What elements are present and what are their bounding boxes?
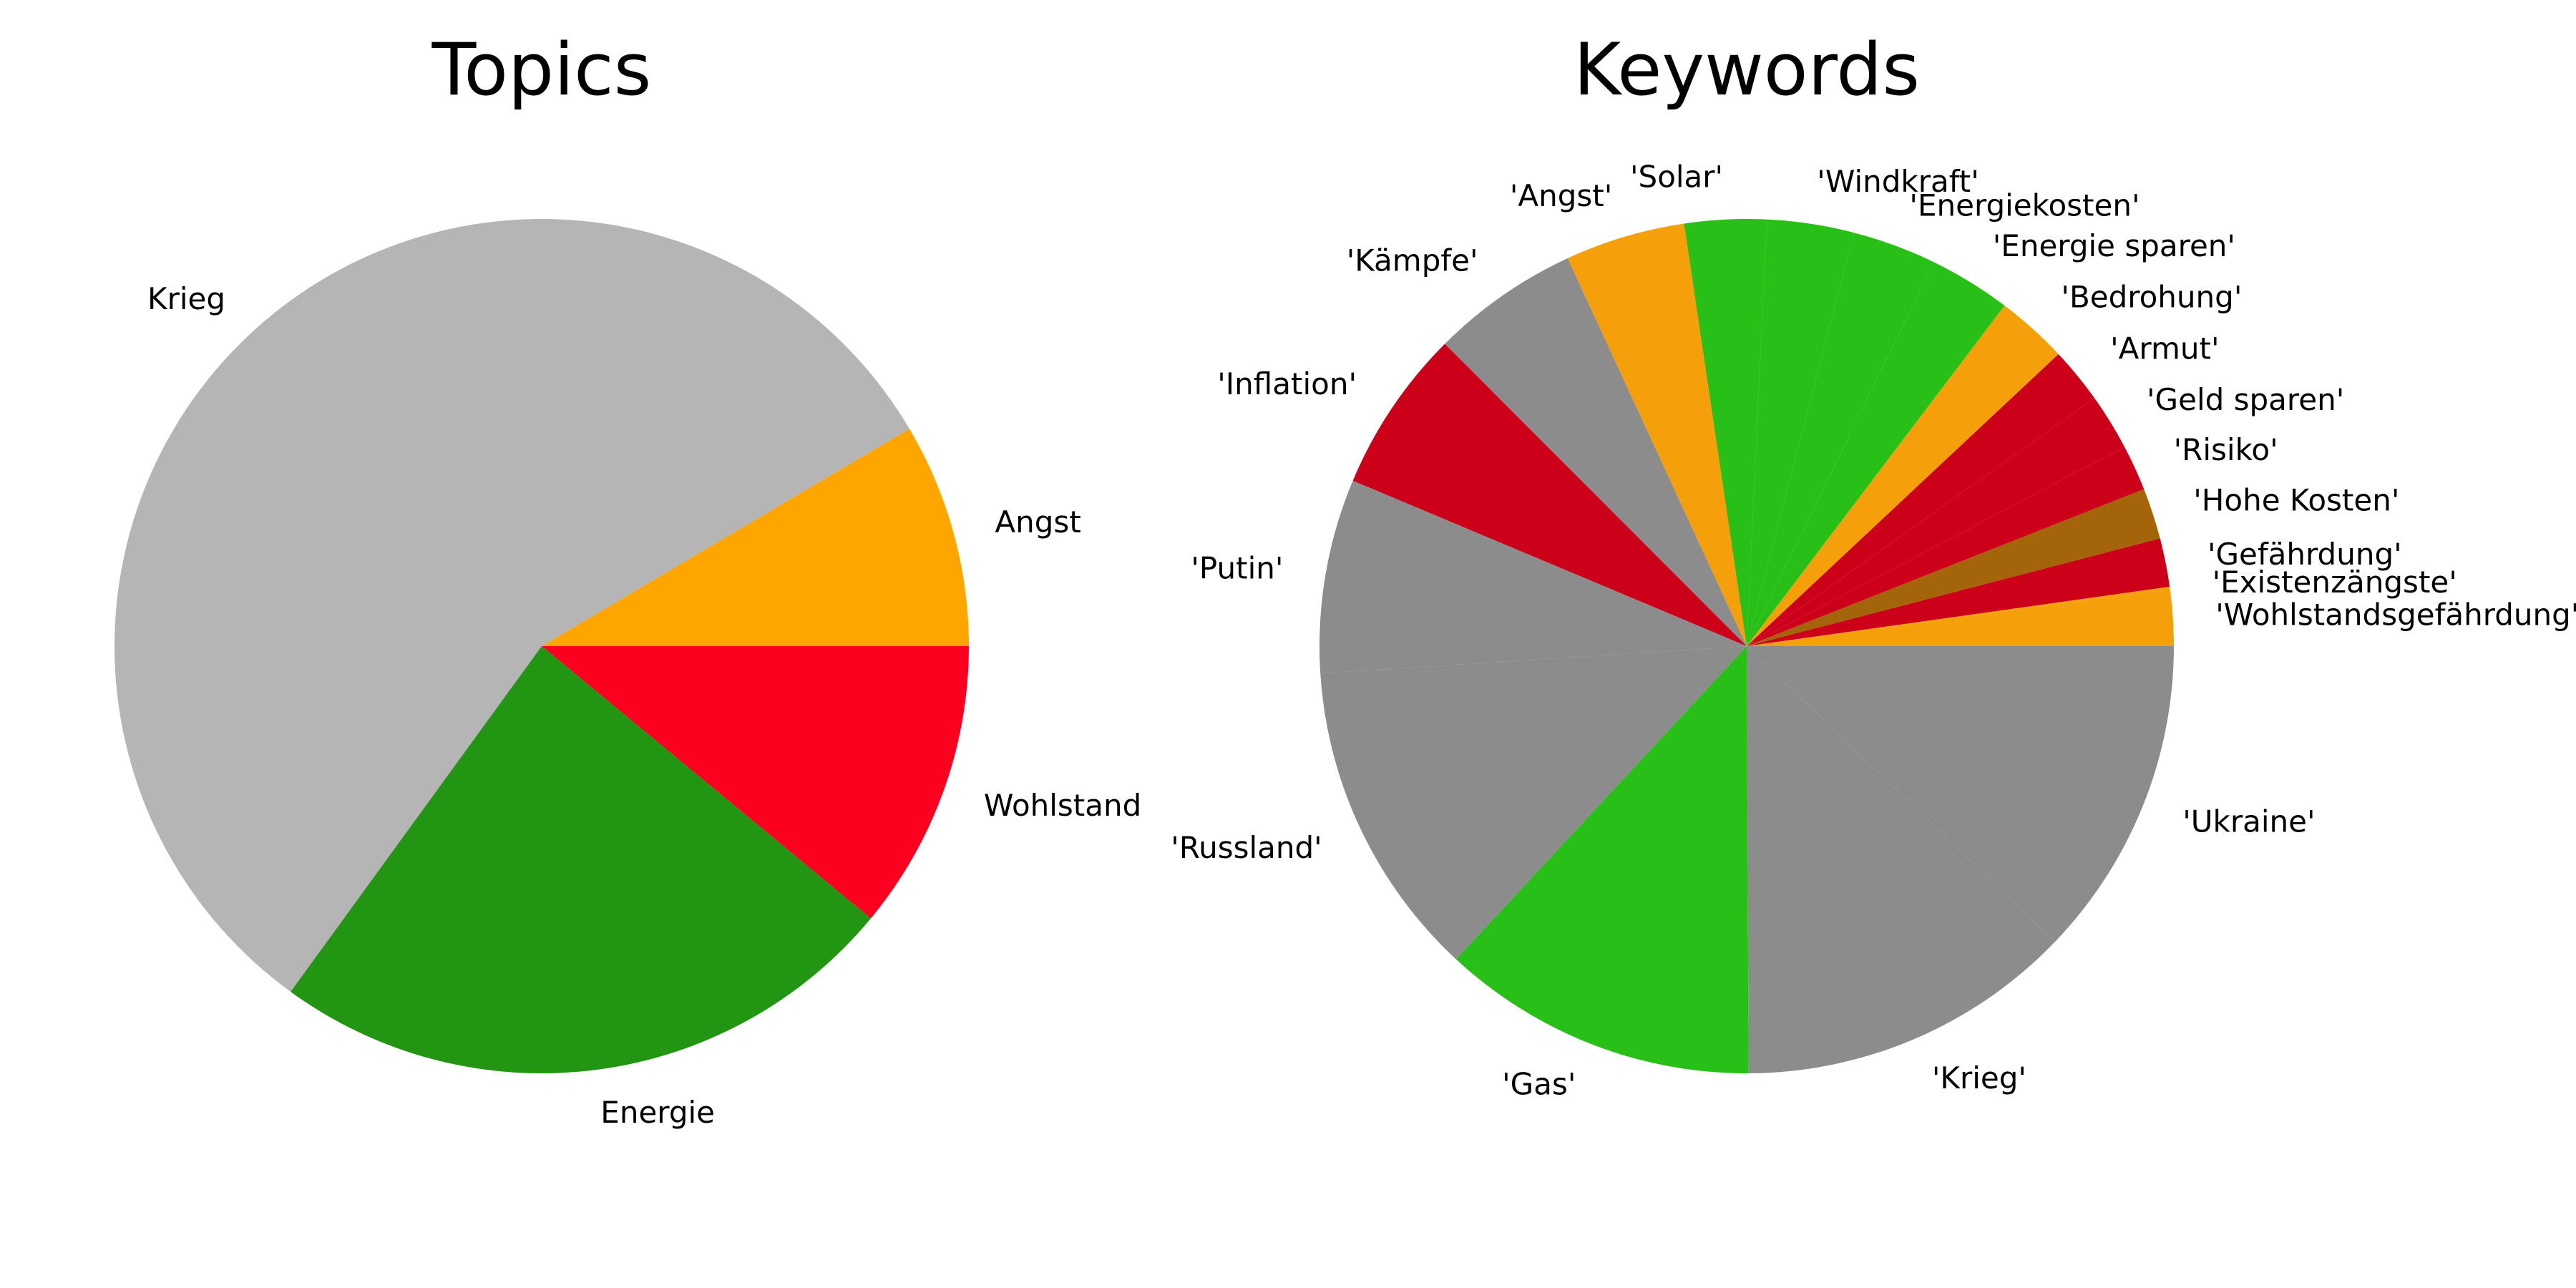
pie-label-wohlstand: Wohlstand	[984, 788, 1141, 823]
keywords-pie-chart: Keywords 'Wohlstandsgefährdung''Existenz…	[1171, 27, 2576, 1101]
pie-slice-windkraft	[1747, 219, 1854, 646]
pie-slice-energie	[291, 646, 871, 1073]
pie-slice-angst	[542, 429, 969, 646]
pie-slice-hohe-kosten	[1747, 489, 2160, 646]
pie-label-existenzangste: 'Existenzängste'	[2212, 565, 2457, 600]
pie-label-hohe-kosten: 'Hohe Kosten'	[2193, 483, 2399, 518]
pie-label-bedrohung: 'Bedrohung'	[2061, 279, 2242, 314]
pie-label-risiko: 'Risiko'	[2174, 432, 2278, 467]
pie-slice-putin	[1319, 480, 1747, 674]
pie-slice-wohlstandsgefahrdung	[1747, 589, 2174, 646]
pie-slice-angst	[1567, 223, 1747, 646]
pie-label-energiekosten: 'Energiekosten'	[1909, 187, 2140, 223]
pie-label-putin: 'Putin'	[1191, 550, 1283, 585]
pie-label-gefahrdung: 'Gefährdung'	[2207, 537, 2402, 572]
pie-label-russland: 'Russland'	[1171, 830, 1322, 865]
pie-slice-russland	[1320, 646, 1747, 960]
pie-slice-risiko	[1747, 447, 2145, 646]
keywords-chart-title: Keywords	[1574, 27, 1920, 112]
pie-slice-gefahrdung	[1747, 538, 2170, 646]
pie-slice-existenzangste	[1747, 586, 2170, 646]
pie-slice-krieg	[1747, 646, 2055, 1073]
topics-chart-title: Topics	[431, 27, 652, 112]
topics-labels: Angst Krieg Energie Wohlstand	[147, 281, 1141, 1130]
pie-slice-geld-sparen	[1747, 398, 2124, 646]
keywords-slices	[1319, 219, 2174, 1073]
pie-label-krieg: Krieg	[147, 281, 225, 316]
pie-label-inflation: 'Inflation'	[1217, 366, 1357, 401]
pie-label-windkraft: 'Windkraft'	[1817, 164, 1979, 199]
pie-label-energie: Energie	[600, 1095, 715, 1130]
pie-label-angst: 'Angst'	[1510, 178, 1612, 213]
pie-slice-energie-sparen	[1747, 262, 2005, 647]
pie-slice-inflation	[1352, 343, 1747, 646]
pie-label-kampfe: 'Kämpfe'	[1347, 243, 1478, 278]
topics-slices	[114, 218, 969, 1073]
pie-slice-ukraine	[1747, 646, 2174, 942]
pie-slice-gas	[1455, 646, 1749, 1073]
pie-label-gas: 'Gas'	[1502, 1066, 1576, 1101]
pie-slice-solar	[1684, 219, 1767, 646]
pie-slice-krieg	[114, 218, 909, 992]
pie-label-wohlstandsgefahrdung: 'Wohlstandsgefährdung'	[2215, 597, 2576, 633]
pie-slice-armut	[1747, 353, 2095, 646]
pie-slice-wohlstand	[542, 646, 969, 919]
pie-label-armut: 'Armut'	[2110, 331, 2219, 366]
pie-slice-energiekosten	[1747, 233, 1934, 646]
pie-slice-bedrohung	[1747, 306, 2059, 646]
pie-label-geld-sparen: 'Geld sparen'	[2147, 382, 2344, 417]
pie-label-ukraine: 'Ukraine'	[2182, 804, 2315, 839]
keywords-labels: 'Wohlstandsgefährdung''Existenzängste''G…	[1171, 160, 2576, 1102]
pie-slice-kampfe	[1445, 258, 1747, 647]
pie-label-angst: Angst	[995, 504, 1080, 540]
pie-label-energie-sparen: 'Energie sparen'	[1993, 228, 2235, 263]
pie-label-krieg: 'Krieg'	[1932, 1060, 2026, 1096]
topics-pie-chart: Topics Angst Krieg Energie Wohlstand	[114, 27, 1141, 1130]
pie-label-solar: 'Solar'	[1630, 160, 1723, 195]
